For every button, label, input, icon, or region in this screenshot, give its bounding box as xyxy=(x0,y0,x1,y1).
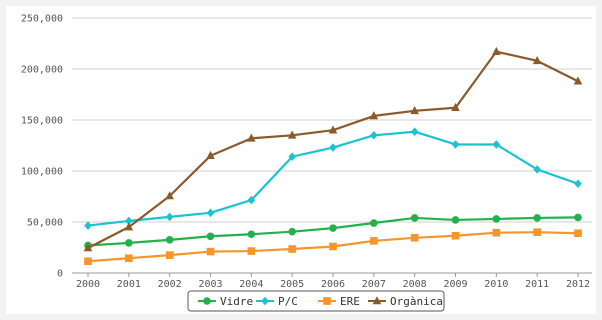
data-point-p-c xyxy=(533,165,541,174)
data-point-vidre xyxy=(329,224,337,232)
data-point-p-c xyxy=(206,208,215,218)
data-point-p-c xyxy=(329,143,337,152)
data-point-org-nica xyxy=(124,222,134,231)
data-point-vidre xyxy=(370,219,378,227)
x-tick-label: 2003 xyxy=(198,279,222,290)
data-point-ere xyxy=(492,228,501,237)
legend-label: ERE xyxy=(340,295,360,308)
data-point-org-nica xyxy=(492,46,501,55)
data-point-ere xyxy=(329,242,337,251)
data-point-vidre xyxy=(288,227,296,236)
data-point-ere xyxy=(410,234,419,242)
legend-box xyxy=(187,290,445,312)
data-point-vidre xyxy=(451,216,460,224)
series-layer xyxy=(83,46,583,266)
legend[interactable]: Vidre P/C ERE Orgànica xyxy=(187,290,445,312)
data-point-org-nica xyxy=(532,56,542,65)
data-point-p-c xyxy=(84,221,92,230)
data-point-ere xyxy=(451,231,460,240)
data-point-ere xyxy=(84,257,92,266)
data-point-p-c xyxy=(370,131,378,140)
data-point-org-nica xyxy=(206,150,215,159)
legend-item-ere[interactable]: ERE xyxy=(318,295,360,308)
data-point-vidre xyxy=(165,236,174,244)
x-tick-label: 2011 xyxy=(525,279,549,290)
legend-marker-org-nica xyxy=(372,296,382,305)
x-tick-label: 2006 xyxy=(321,279,345,290)
y-tick-label: 100,000 xyxy=(21,167,63,178)
legend-marker-ere xyxy=(323,297,331,305)
data-point-ere xyxy=(125,254,133,263)
x-tick-label: 2007 xyxy=(362,279,386,290)
data-point-p-c xyxy=(574,179,582,189)
data-point-org-nica xyxy=(247,133,256,142)
x-tick-label: 2010 xyxy=(484,279,508,290)
data-point-ere xyxy=(574,229,582,238)
data-point-p-c xyxy=(165,212,174,222)
y-tick-label: 0 xyxy=(57,269,63,280)
data-point-org-nica xyxy=(573,76,583,85)
x-tick-label: 2001 xyxy=(117,279,141,290)
data-point-ere xyxy=(288,245,296,253)
data-point-vidre xyxy=(574,213,582,222)
data-point-ere xyxy=(533,228,541,236)
y-tick-label: 250,000 xyxy=(21,14,63,25)
data-point-p-c xyxy=(288,152,296,162)
data-point-ere xyxy=(165,251,174,259)
x-tick-label: 2000 xyxy=(76,279,100,290)
data-point-p-c xyxy=(492,140,501,149)
line-chart: 0 50,000 100,000 150,000 200,000 250,000 2000 2… xyxy=(21,14,592,312)
legend-item-vidre[interactable]: Vidre xyxy=(198,295,253,308)
data-point-p-c xyxy=(410,127,419,137)
data-point-p-c xyxy=(125,216,133,226)
data-point-p-c xyxy=(247,195,256,205)
x-tick-label: 2004 xyxy=(239,279,263,290)
x-tick-label: 2012 xyxy=(566,279,590,290)
data-point-org-nica xyxy=(328,125,338,134)
data-point-org-nica xyxy=(410,106,419,115)
legend-label: Vidre xyxy=(220,295,253,308)
data-point-org-nica xyxy=(165,191,174,200)
data-point-org-nica xyxy=(451,102,460,112)
data-point-ere xyxy=(370,237,378,245)
data-point-org-nica xyxy=(369,111,379,120)
legend-marker-vidre xyxy=(203,297,211,305)
data-point-vidre xyxy=(533,214,541,222)
x-tick-label: 2005 xyxy=(280,279,304,290)
x-tick-label: 2009 xyxy=(443,279,467,290)
y-tick-label: 200,000 xyxy=(21,65,63,76)
data-point-ere xyxy=(206,247,215,256)
data-point-vidre xyxy=(125,239,133,247)
data-point-p-c xyxy=(451,140,460,149)
x-tick-label: 2002 xyxy=(158,279,182,290)
legend-label: Orgànica xyxy=(390,295,443,308)
data-point-vidre xyxy=(410,214,419,222)
data-point-org-nica xyxy=(83,243,93,252)
axes: 0 50,000 100,000 150,000 200,000 250,000 2000 2… xyxy=(21,14,590,291)
y-tick-label: 50,000 xyxy=(27,218,63,229)
legend-item-org-nica[interactable]: Orgànica xyxy=(368,295,443,308)
data-point-org-nica xyxy=(287,130,297,139)
legend-item-p-c[interactable]: P/C xyxy=(256,295,298,308)
grid-lines xyxy=(72,17,592,274)
y-tick-label: 150,000 xyxy=(21,116,63,127)
legend-label: P/C xyxy=(278,295,298,308)
data-point-ere xyxy=(247,247,256,255)
data-point-vidre xyxy=(492,215,501,223)
x-tick-label: 2008 xyxy=(403,279,427,290)
chart-panel: 0 50,000 100,000 150,000 200,000 250,000 2000 2… xyxy=(6,6,596,314)
legend-marker-p-c xyxy=(261,296,269,306)
data-point-vidre xyxy=(247,230,256,239)
data-point-vidre xyxy=(206,232,215,241)
